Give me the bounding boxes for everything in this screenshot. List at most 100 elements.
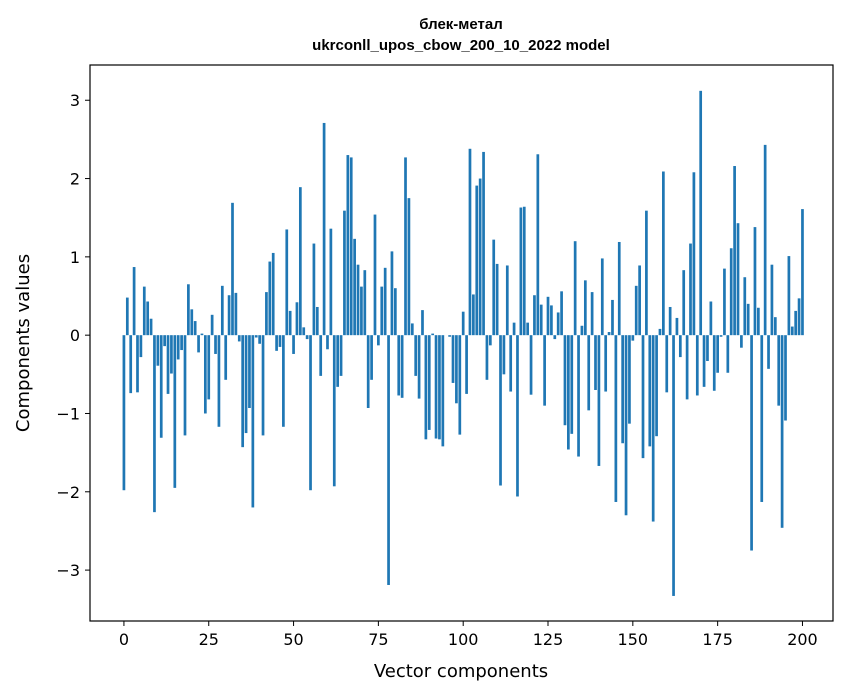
bar-76 [380,286,384,336]
bar-156 [651,335,655,522]
bar-113 [505,265,509,336]
bar-98 [455,335,458,404]
bar-47 [282,335,285,427]
bar-108 [488,335,492,346]
bar-75 [377,335,380,346]
bar-88 [421,310,424,336]
x-tick-label: 150 [618,630,649,649]
bar-135 [580,325,584,336]
bar-122 [536,154,540,336]
bar-100 [461,311,465,336]
bar-62 [332,335,336,487]
bar-152 [638,265,641,336]
bar-21 [193,321,197,336]
bar-160 [665,335,669,393]
bar-157 [655,335,658,437]
bar-63 [336,335,340,387]
bar-165 [682,270,686,336]
bar-87 [417,335,421,399]
bar-102 [468,148,472,336]
bar-59 [322,122,326,336]
x-tick-label: 25 [199,630,219,649]
bar-23 [200,333,204,336]
bar-94 [441,335,445,447]
bar-30 [224,335,228,380]
bar-121 [533,295,536,336]
bar-71 [363,270,367,336]
bar-7 [146,301,150,336]
bar-101 [465,335,468,394]
bar-16 [176,335,180,360]
bar-188 [760,335,764,502]
bar-77 [383,267,387,336]
y-tick-label: 2 [70,170,80,189]
bar-33 [234,292,238,336]
bar-199 [797,298,801,336]
bar-92 [434,335,438,439]
bar-184 [746,303,750,336]
y-tick-label: 0 [70,326,80,345]
bar-103 [472,294,475,336]
bar-171 [702,335,706,387]
bar-83 [404,157,407,336]
bar-153 [641,335,645,459]
bar-22 [197,335,200,353]
bar-29 [220,285,224,336]
bar-127 [553,335,557,340]
bar-151 [634,285,638,336]
bar-177 [723,268,726,336]
bar-176 [719,335,723,337]
bar-64 [339,335,343,376]
bar-58 [319,335,323,376]
bar-86 [414,335,418,376]
bar-143 [607,332,611,336]
bar-41 [261,335,265,436]
x-tick-label: 50 [283,630,303,649]
bar-2 [129,335,133,394]
bar-129 [560,291,563,336]
bar-124 [543,335,546,406]
bar-89 [424,335,428,440]
bar-36 [244,335,248,434]
bar-147 [621,335,625,444]
bar-53 [302,327,306,336]
bar-51 [295,302,299,336]
bar-132 [570,335,574,434]
y-axis-ticks: −3 −2 −1 0 1 2 3 [56,91,90,580]
y-tick-label: −2 [56,483,80,502]
bar-43 [268,261,272,336]
bar-172 [706,335,709,362]
bar-61 [329,228,333,336]
bars [122,90,804,596]
bar-50 [292,335,295,354]
bar-17 [180,335,183,351]
bar-48 [285,229,289,336]
bar-148 [624,335,628,516]
bar-141 [600,258,604,336]
y-tick-label: 1 [70,248,80,267]
bar-126 [550,305,553,336]
bar-32 [231,202,234,336]
bar-73 [370,335,373,380]
bar-133 [573,241,577,336]
bar-111 [499,335,502,486]
bar-163 [675,317,679,336]
bar-70 [360,286,363,336]
bar-55 [309,335,312,491]
bar-169 [695,335,699,396]
bar-54 [305,335,309,340]
x-tick-label: 0 [119,630,129,649]
bar-149 [628,335,631,424]
x-axis-ticks: 0 25 50 75 100 125 150 175 200 [119,621,818,649]
bar-197 [790,326,794,336]
bar-45 [275,335,278,351]
bar-74 [373,214,377,336]
bar-27 [214,335,217,354]
bar-56 [312,243,316,336]
bar-164 [678,335,682,358]
bar-31 [227,295,231,336]
bar-139 [594,335,597,390]
bar-190 [767,335,770,369]
y-tick-label: 3 [70,91,80,110]
bar-10 [156,335,160,366]
